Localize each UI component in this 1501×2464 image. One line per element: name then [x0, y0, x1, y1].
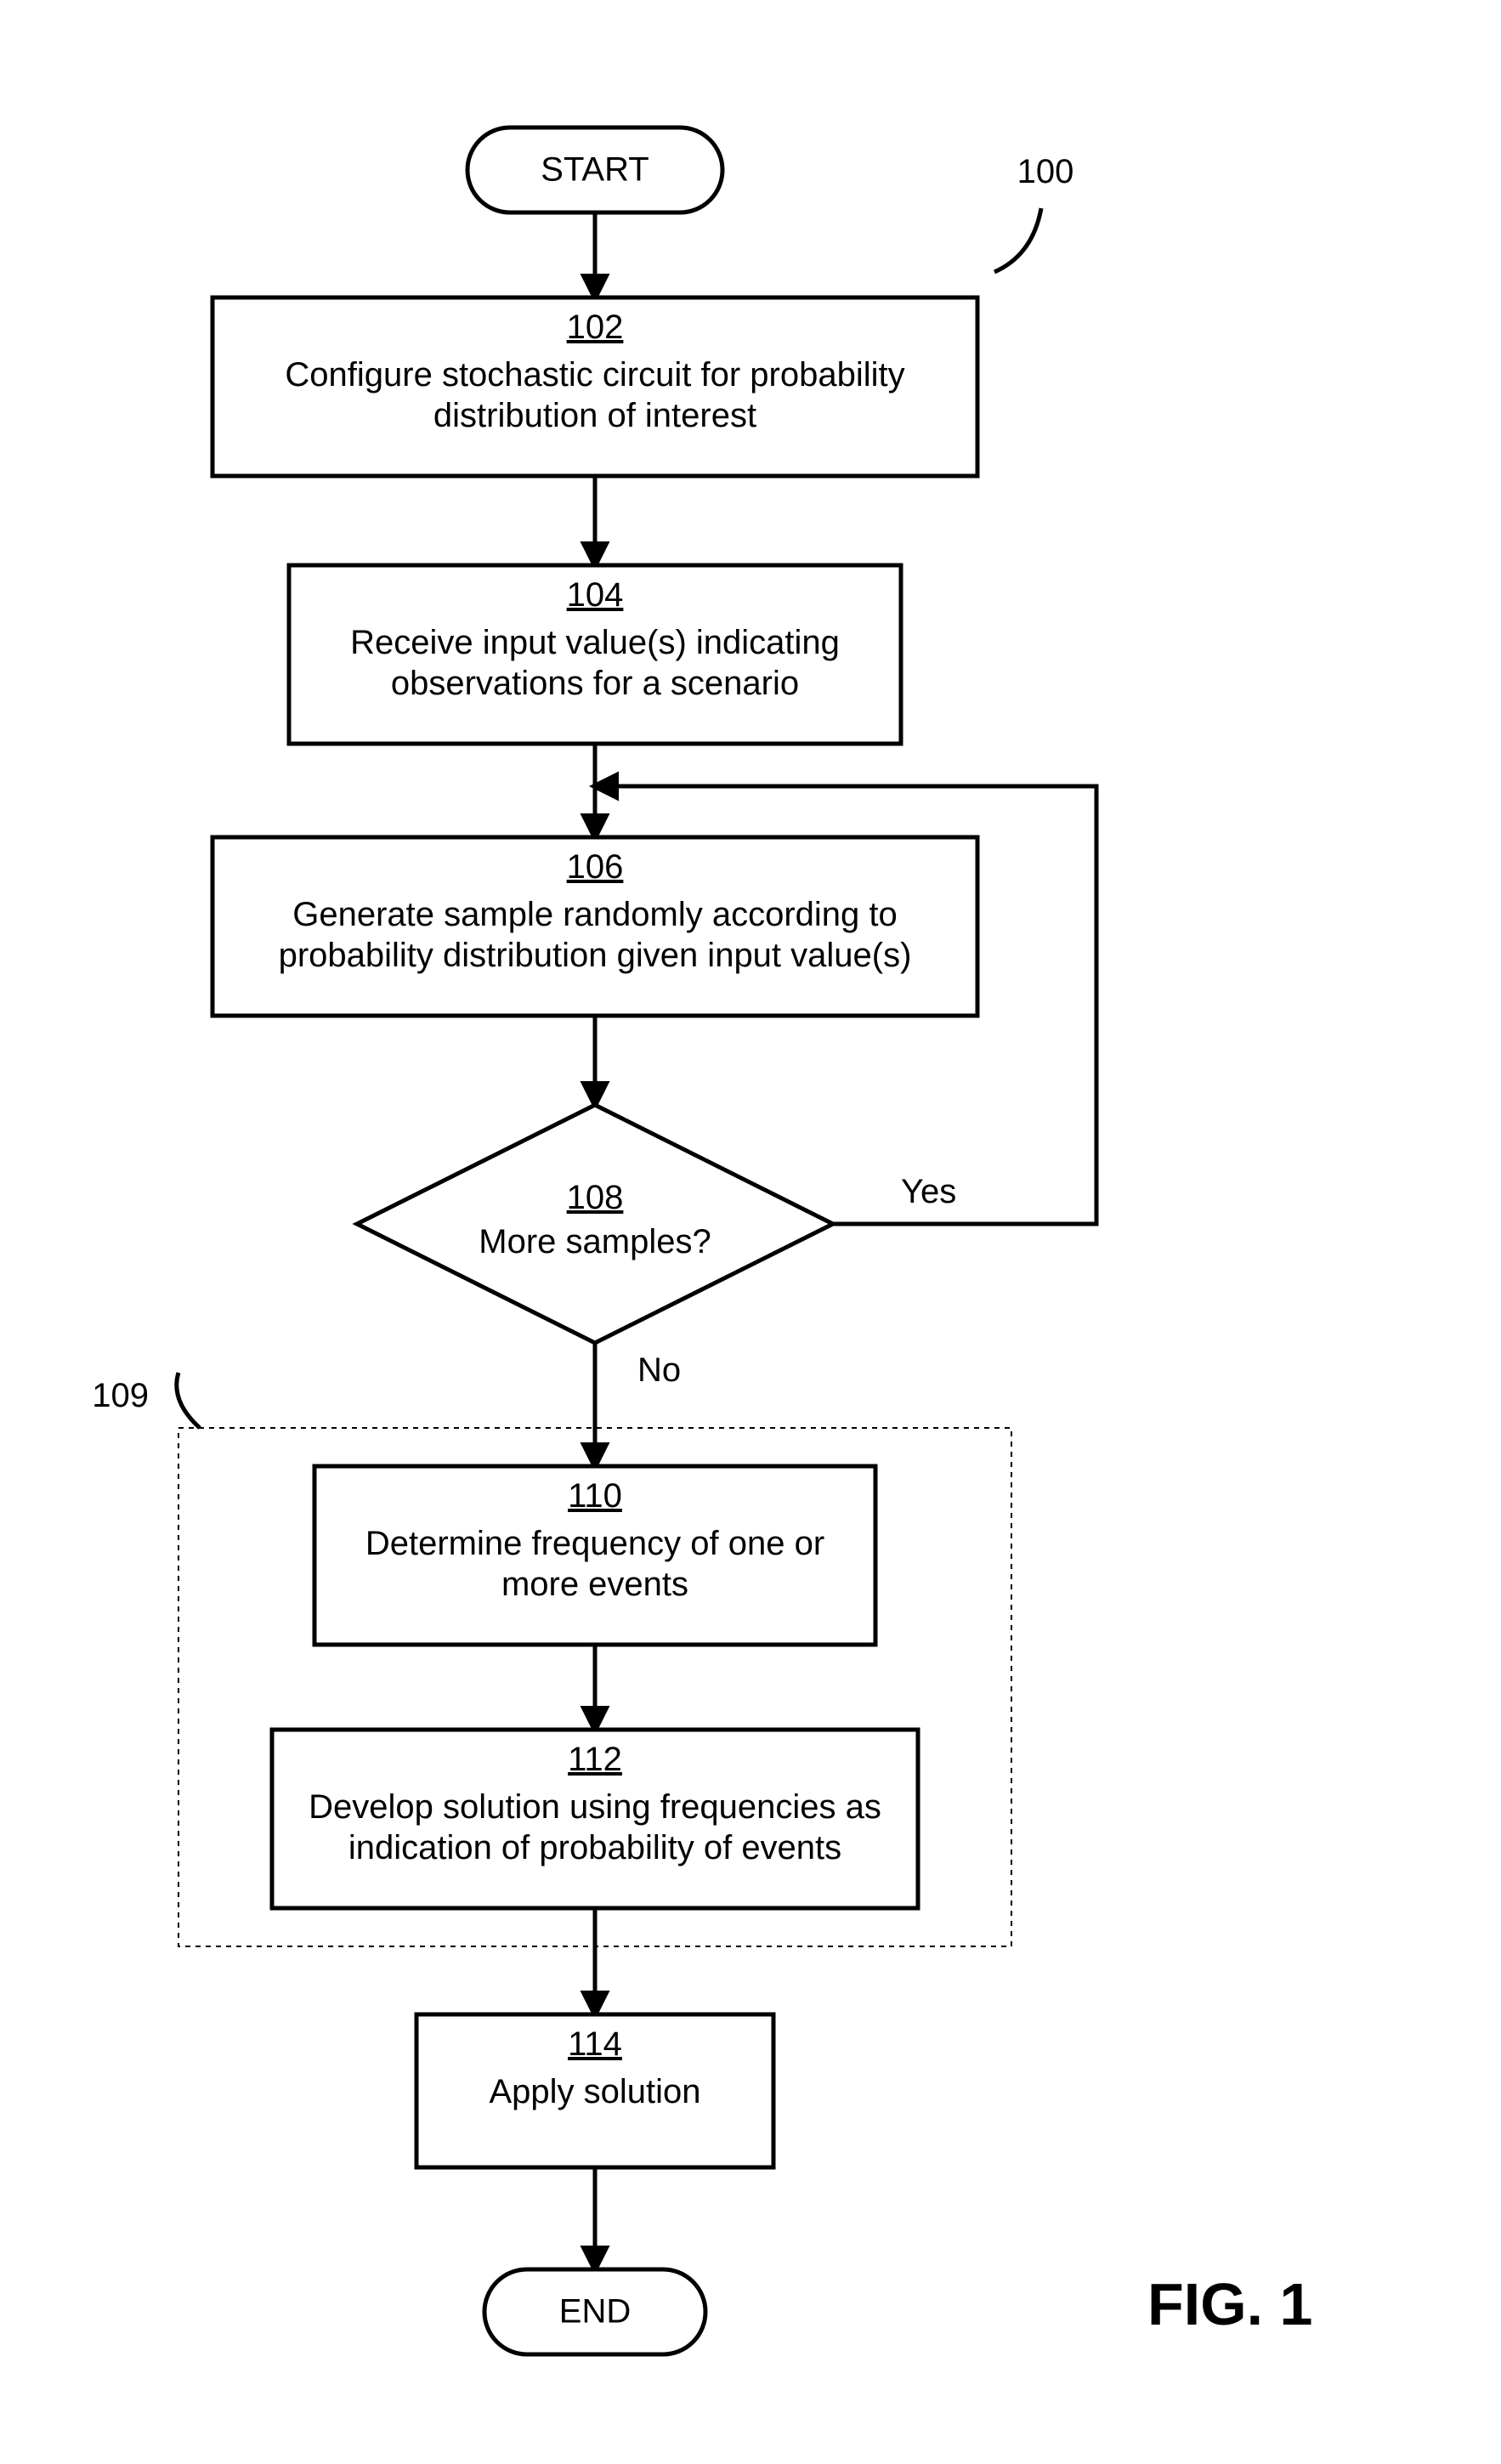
flowchart-svg: 109 No Yes START 102 Configure stochastic cir… [0, 0, 1501, 2464]
node-n102-ref: 102 [567, 309, 624, 346]
node-n110: 110 Determine frequency of one or more eve… [314, 1466, 875, 1645]
edge-label-no: No [637, 1351, 681, 1389]
node-start-label: START [541, 151, 649, 189]
node-n102-line-1: distribution of interest [433, 397, 756, 434]
node-n110-line-0: Determine frequency of one or [365, 1525, 824, 1562]
node-n114-line-0: Apply solution [489, 2073, 700, 2110]
node-n104-line-0: Receive input value(s) indicating [350, 624, 840, 661]
node-n114-ref: 114 [568, 2025, 622, 2063]
node-n110-line-1: more events [501, 1566, 688, 1603]
figure-label: FIG. 1 [1147, 2271, 1312, 2337]
node-n114: 114 Apply solution [416, 2014, 773, 2167]
node-n102: 102 Configure stochastic circuit for prob… [212, 297, 977, 476]
node-n110-ref: 110 [568, 1477, 622, 1515]
group-ref-109: 109 [92, 1377, 149, 1414]
node-n106: 106 Generate sample randomly according to… [212, 837, 977, 1016]
node-n112: 112 Develop solution using frequencies as… [272, 1730, 918, 1908]
node-n108-ref: 108 [567, 1179, 624, 1216]
edge-label-yes: Yes [901, 1173, 956, 1210]
node-n106-line-0: Generate sample randomly according to [292, 896, 897, 933]
node-end: END [484, 2269, 705, 2354]
node-n106-line-1: probability distribution given input val… [279, 937, 912, 974]
node-n112-line-1: indication of probability of events [348, 1829, 841, 1866]
node-n104: 104 Receive input value(s) indicating obse… [289, 565, 901, 744]
node-end-label: END [559, 2293, 631, 2331]
node-n104-ref: 104 [567, 576, 624, 614]
node-n108-line-0: More samples? [479, 1223, 711, 1260]
node-start: START [467, 127, 722, 212]
node-n102-line-0: Configure stochastic circuit for probabi… [285, 356, 904, 394]
node-n112-line-0: Develop solution using frequencies as [309, 1788, 881, 1826]
node-n112-ref: 112 [568, 1741, 622, 1778]
node-n104-line-1: observations for a scenario [391, 665, 799, 702]
node-n106-ref: 106 [567, 848, 624, 886]
figure-ref-100: 100 [1017, 153, 1074, 190]
